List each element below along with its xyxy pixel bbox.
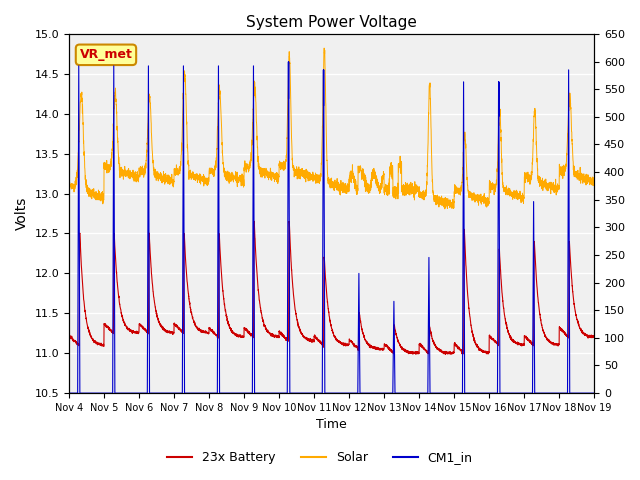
Text: VR_met: VR_met xyxy=(79,48,132,61)
X-axis label: Time: Time xyxy=(316,419,347,432)
Title: System Power Voltage: System Power Voltage xyxy=(246,15,417,30)
Legend: 23x Battery, Solar, CM1_in: 23x Battery, Solar, CM1_in xyxy=(163,446,477,469)
Y-axis label: Volts: Volts xyxy=(15,197,29,230)
